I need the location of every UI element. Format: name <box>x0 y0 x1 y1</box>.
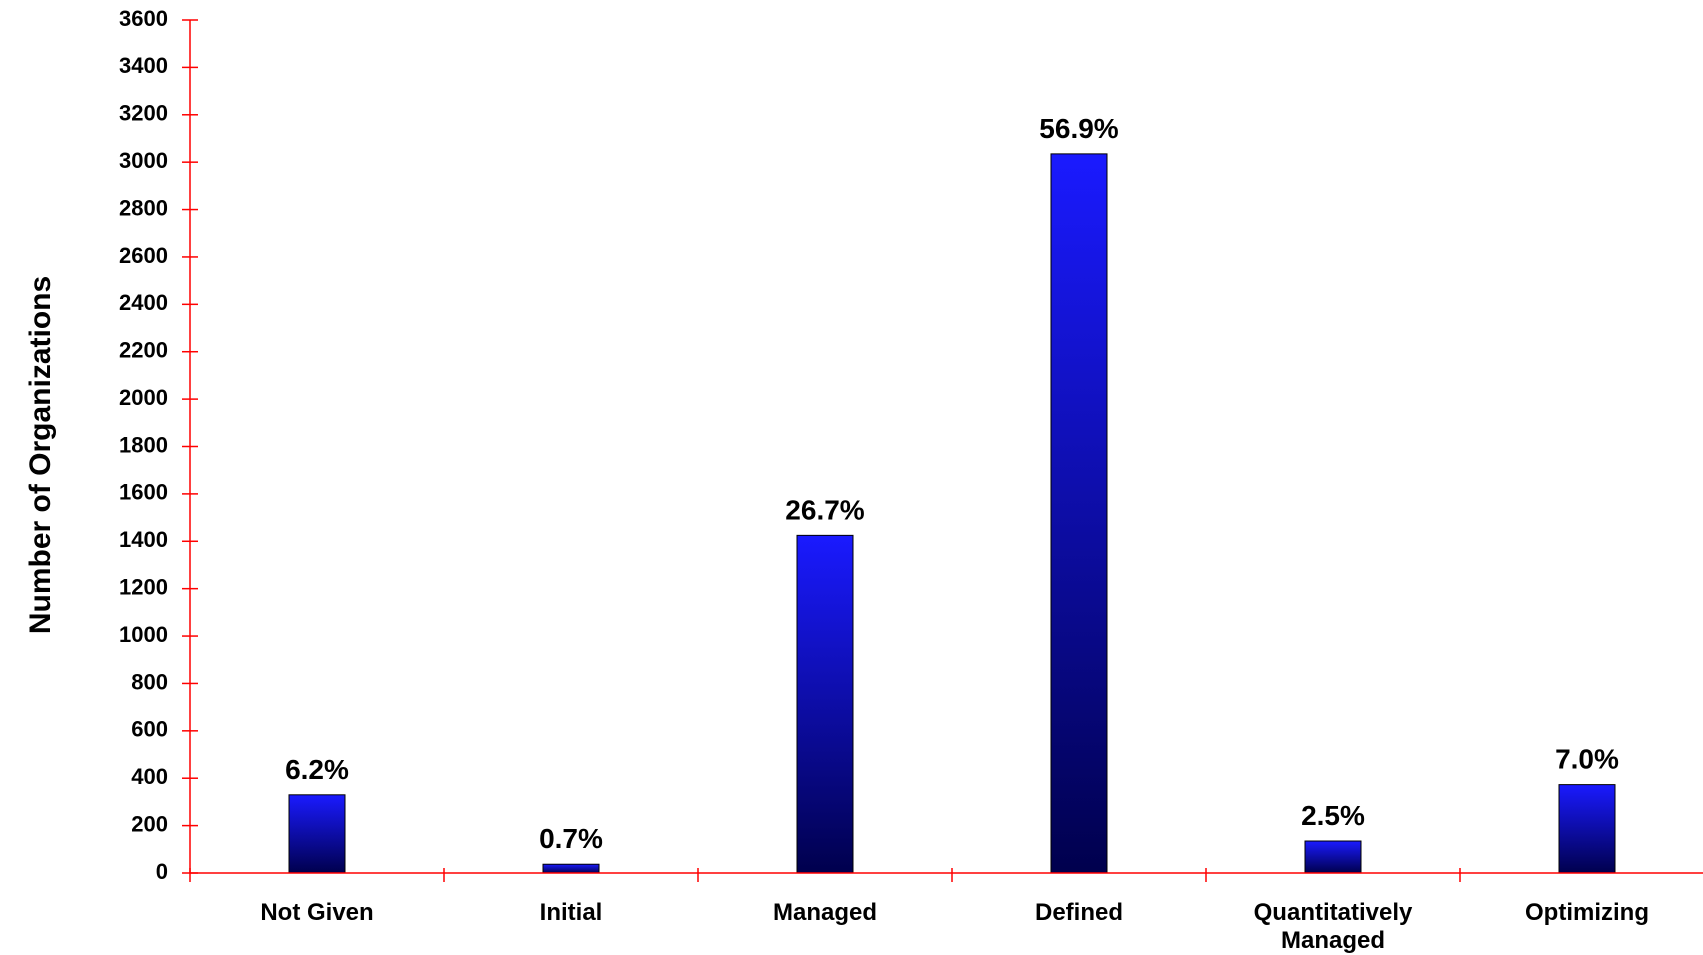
bar-data-label: 2.5% <box>1301 800 1365 831</box>
y-tick-label: 1000 <box>119 622 168 647</box>
bar-data-label: 0.7% <box>539 823 603 854</box>
bar <box>796 534 854 874</box>
y-axis-title: Number of Organizations <box>24 276 57 634</box>
y-tick-label: 600 <box>131 717 168 742</box>
y-tick-label: 1600 <box>119 480 168 505</box>
y-tick-label: 2600 <box>119 243 168 268</box>
category-labels: Not Given Initial Managed Defined Quantitati… <box>260 899 1649 954</box>
bar <box>1050 153 1108 874</box>
y-tick-label: 3000 <box>119 148 168 173</box>
y-tick-label: 3400 <box>119 53 168 78</box>
y-tick-label: 2800 <box>119 195 168 220</box>
y-tick-label: 2200 <box>119 338 168 363</box>
bar <box>542 863 600 874</box>
bar <box>288 794 346 874</box>
y-axis-ticks: 0 200 400 600 800 1000 1200 1400 1600 1800 2000 220… <box>119 6 198 884</box>
category-label: Not Given <box>260 899 373 926</box>
y-tick-label: 800 <box>131 669 168 694</box>
y-tick-label: 3600 <box>119 6 168 31</box>
y-tick-label: 2000 <box>119 385 168 410</box>
bars <box>288 153 1616 874</box>
bar <box>1304 840 1362 874</box>
x-axis-ticks <box>189 868 1461 882</box>
y-tick-label: 1800 <box>119 432 168 457</box>
category-label: Optimizing <box>1525 899 1649 926</box>
y-tick-label: 2400 <box>119 290 168 315</box>
bar-data-label: 6.2% <box>285 754 349 785</box>
bar-data-label: 56.9% <box>1039 113 1118 144</box>
category-label: Initial <box>540 899 603 926</box>
bar-data-label: 26.7% <box>785 494 864 525</box>
bar-data-label: 7.0% <box>1555 744 1619 775</box>
y-tick-label: 1200 <box>119 574 168 599</box>
data-labels: 6.2% 0.7% 26.7% 56.9% 2.5% 7.0% <box>285 113 1619 854</box>
category-label: Defined <box>1035 899 1123 926</box>
y-tick-label: 1400 <box>119 527 168 552</box>
y-tick-label: 0 <box>156 859 168 884</box>
y-tick-label: 3200 <box>119 101 168 126</box>
category-label: Quantitatively Managed <box>1254 899 1413 954</box>
category-label: Managed <box>773 899 877 926</box>
y-tick-label: 200 <box>131 811 168 836</box>
y-tick-label: 400 <box>131 764 168 789</box>
bar <box>1558 784 1616 874</box>
